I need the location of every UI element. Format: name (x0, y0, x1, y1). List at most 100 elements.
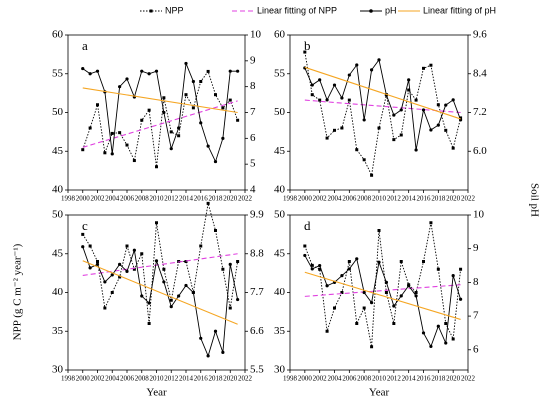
x-tick-label: 2016 (417, 375, 432, 383)
x-tick-label: 2014 (179, 375, 194, 383)
data-point (340, 274, 344, 278)
data-point (429, 221, 433, 225)
x-tick-label: 2008 (357, 375, 372, 383)
data-point (206, 144, 210, 148)
data-point (310, 93, 314, 97)
data-point (310, 267, 314, 271)
y-tick-label: 60 (52, 29, 64, 41)
data-point (429, 63, 433, 67)
series-line (82, 87, 238, 114)
x-tick-label: 2002 (91, 375, 106, 383)
series-line (304, 58, 462, 151)
data-point (414, 98, 418, 102)
x-tick-label: 1998 (61, 375, 76, 383)
data-point (118, 275, 122, 279)
data-point (362, 290, 366, 295)
series-line (82, 203, 239, 324)
data-point (451, 146, 455, 150)
data-point (199, 336, 203, 340)
y-tick-label: 40 (52, 286, 64, 298)
y-tick-label: 50 (274, 106, 286, 118)
x-tick-label: 2004 (105, 375, 120, 383)
data-point (340, 96, 344, 100)
data-point (199, 80, 203, 83)
y-axis-label: NPP (g C m⁻² year⁻¹) (12, 243, 24, 340)
data-point (347, 267, 351, 271)
data-point (162, 267, 166, 271)
series-line (82, 260, 238, 325)
data-point (96, 103, 99, 107)
data-point (236, 297, 240, 302)
data-point (162, 280, 166, 284)
data-point (340, 291, 344, 294)
data-point (399, 133, 403, 137)
data-point (125, 77, 129, 81)
data-point (303, 253, 307, 258)
x-tick-label: 1998 (61, 195, 76, 203)
data-point (140, 294, 144, 298)
data-point (214, 229, 217, 232)
y-tick-label: 45 (52, 145, 64, 157)
data-point (236, 69, 240, 73)
legend-label: Linear fitting of NPP (257, 5, 337, 15)
data-point (436, 103, 440, 107)
data-point (355, 148, 359, 152)
x-tick-label: 2006 (120, 195, 135, 203)
y2-axis-label: Soil pH (528, 183, 540, 217)
x-tick-label: 2020 (446, 375, 461, 383)
data-point (206, 69, 210, 73)
data-point (147, 301, 151, 305)
data-point (228, 98, 232, 102)
series-line (82, 63, 238, 163)
x-tick-label: 2010 (150, 195, 165, 203)
panel-label: a (82, 38, 88, 53)
data-point (147, 72, 151, 76)
data-point (118, 131, 122, 135)
y2-tick-label: 5 (250, 158, 256, 170)
data-point (422, 66, 425, 70)
x-tick-label: 2012 (164, 375, 179, 383)
data-point (318, 267, 322, 271)
data-point (228, 262, 232, 266)
x-tick-label: 2016 (417, 195, 432, 203)
y2-tick-label: 9 (473, 242, 479, 254)
data-point (214, 93, 217, 97)
data-point (451, 337, 455, 341)
y-tick-label: 40 (52, 184, 64, 196)
data-point (221, 106, 225, 110)
data-point (81, 232, 85, 236)
y2-tick-label: 6.6 (250, 325, 264, 337)
x-tick-label: 2020 (223, 195, 238, 203)
data-point (392, 304, 396, 308)
data-point (421, 108, 426, 112)
x-tick-label: 2018 (209, 375, 224, 383)
x-tick-label: 2012 (387, 195, 402, 203)
y-tick-label: 35 (52, 325, 64, 337)
x-tick-label: 2004 (328, 195, 343, 203)
data-point (147, 108, 151, 112)
data-point (169, 298, 173, 302)
data-point (118, 85, 122, 89)
data-point (88, 244, 92, 248)
x-tick-label: 2000 (298, 375, 313, 383)
data-point (362, 306, 366, 310)
series-line (304, 284, 461, 297)
data-point (310, 263, 314, 267)
y2-tick-label: 10 (473, 209, 485, 221)
x-tick-label: 2006 (342, 375, 357, 383)
data-point (88, 266, 92, 270)
data-point (236, 260, 240, 263)
data-point (399, 294, 403, 298)
data-point (347, 98, 351, 102)
x-tick-label: 2008 (357, 195, 372, 203)
data-point (451, 98, 455, 102)
data-point (103, 280, 107, 284)
data-point (81, 245, 85, 249)
data-point (318, 78, 322, 82)
data-point (184, 93, 188, 97)
data-point (213, 329, 218, 333)
x-tick-label: 2020 (223, 375, 238, 383)
x-tick-label: 2010 (372, 195, 387, 203)
data-point (333, 128, 336, 132)
